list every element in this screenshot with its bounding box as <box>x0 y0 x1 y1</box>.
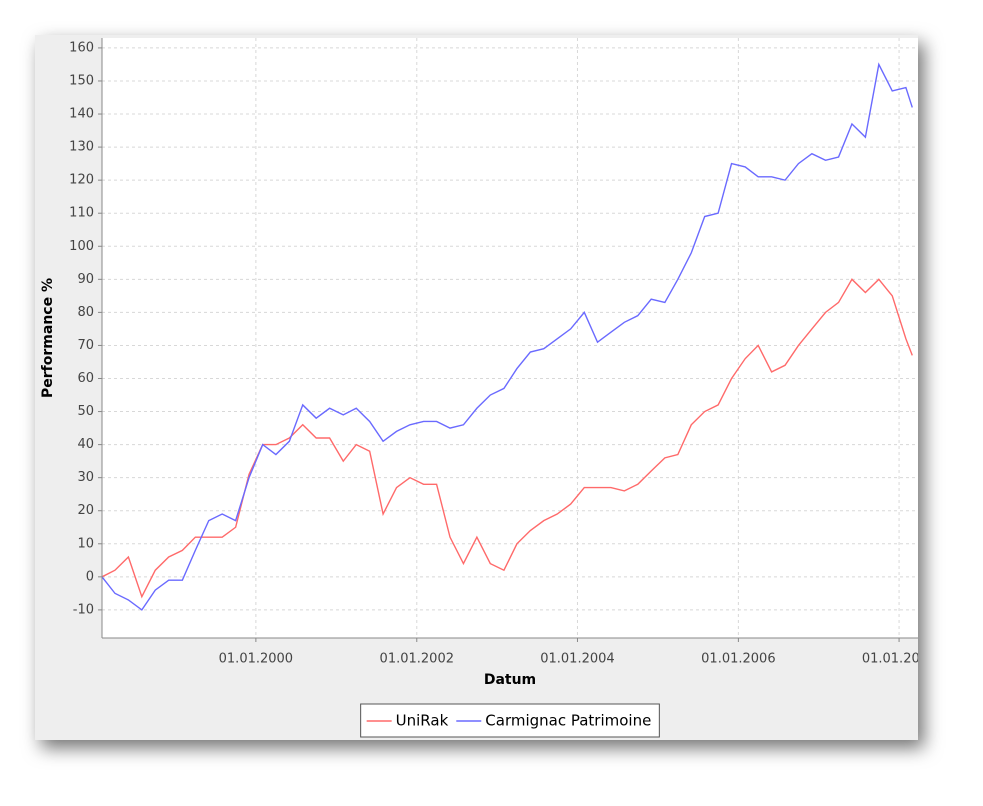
y-tick-label: 100 <box>69 239 94 254</box>
y-tick-label: 90 <box>77 272 94 287</box>
grid <box>102 38 918 638</box>
y-tick-label: 30 <box>77 470 94 485</box>
y-tick-label: 140 <box>69 107 94 122</box>
y-tick-label: 40 <box>77 437 94 452</box>
legend-label: UniRak <box>396 712 449 730</box>
y-tick-label: 160 <box>69 40 94 55</box>
lines <box>102 62 913 611</box>
y-tick-label: -10 <box>73 602 94 617</box>
y-tick-label: 80 <box>77 305 94 320</box>
x-tick-label: 01.01.2004 <box>540 652 614 667</box>
chart-content: -10 0 10 20 30 40 50 60 70 80 90 100 110 120 130 140 150… <box>40 38 936 738</box>
y-tick-label: 20 <box>77 503 94 518</box>
series-line <box>102 62 913 611</box>
x-tick-label: 01.01.2006 <box>701 652 775 667</box>
y-tick-label: 0 <box>86 569 94 584</box>
y-tick-label: 70 <box>77 338 94 353</box>
legend-label: Carmignac Patrimoine <box>485 712 651 730</box>
y-tick-label: 50 <box>77 404 94 419</box>
y-tick-label: 150 <box>69 73 94 88</box>
y-tick-label: 110 <box>69 206 94 221</box>
x-tick-label: 01.01.2000 <box>219 652 293 667</box>
x-axis-title: Datum <box>484 672 536 688</box>
legend-box <box>360 703 660 738</box>
y-tick-label: 120 <box>69 173 94 188</box>
axes: -10 0 10 20 30 40 50 60 70 80 90 100 110 120 130 140 150… <box>69 40 936 667</box>
series-line <box>102 278 913 599</box>
y-tick-label: 60 <box>77 371 94 386</box>
x-tick-label: 01.01.2008 <box>862 652 936 667</box>
y-tick-label: 10 <box>77 536 94 551</box>
y-axis-title: Performance % <box>40 278 56 398</box>
x-tick-label: 01.01.2002 <box>380 652 454 667</box>
legend: UniRak Carmignac Patrimoine <box>360 703 660 738</box>
y-tick-label: 130 <box>69 140 94 155</box>
plot-area <box>102 38 918 638</box>
